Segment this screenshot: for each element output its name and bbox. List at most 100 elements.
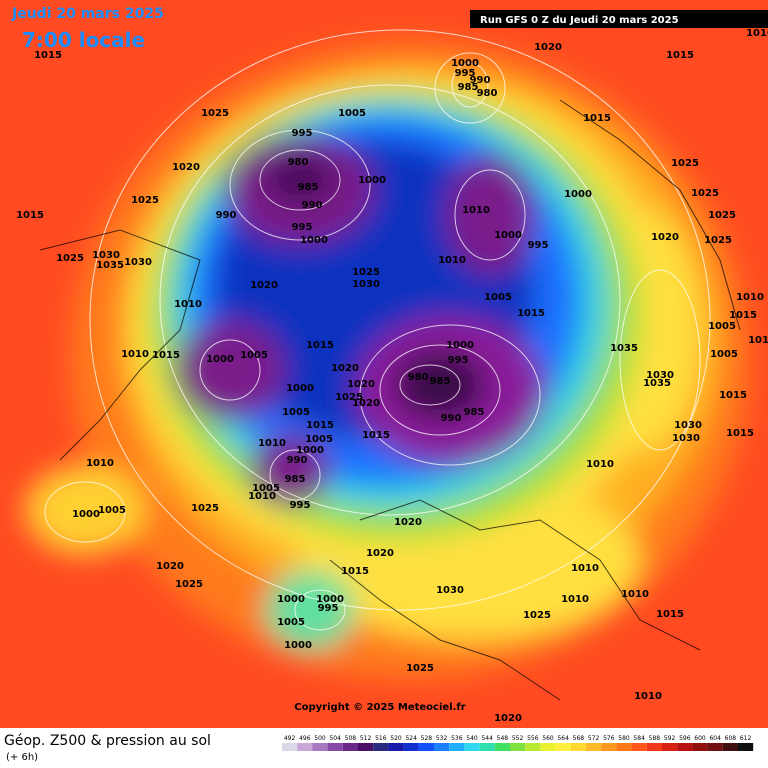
- isobar-label: 990: [302, 200, 323, 211]
- isobar-label: 1015: [666, 50, 694, 61]
- colorbar-cell: [601, 743, 617, 751]
- isobar-label: 1000: [316, 594, 344, 605]
- isobar-label: 1010: [248, 491, 276, 502]
- colorbar-cell: [722, 743, 738, 751]
- colorbar-cell: [418, 743, 434, 751]
- footer-lead: (+ 6h): [6, 752, 38, 763]
- isobar-label: 1020: [347, 379, 375, 390]
- isobar-label: 1000: [296, 445, 324, 456]
- isobar-label: 1025: [56, 253, 84, 264]
- colorbar-label: 548: [497, 735, 509, 742]
- isobar-label: 1025: [671, 158, 699, 169]
- isobar-label: 1010: [561, 594, 589, 605]
- colorbar-label: 504: [329, 735, 341, 742]
- isobar-label: 1015: [152, 350, 180, 361]
- colorbar-label: 568: [573, 735, 585, 742]
- isobar-label: 1000: [277, 594, 305, 605]
- colorbar-cell: [738, 743, 754, 751]
- isobar-label: 1010: [438, 255, 466, 266]
- colorbar-label: 520: [390, 735, 402, 742]
- colorbar-cell: [555, 743, 571, 751]
- colorbar-label: 512: [360, 735, 372, 742]
- colorbar-cell: [616, 743, 632, 751]
- isobar-label: 1015: [517, 308, 545, 319]
- isobar-label: 1000: [564, 189, 592, 200]
- footer-title: Géop. Z500 & pression au sol: [4, 733, 211, 749]
- isobar-label: 1025: [708, 210, 736, 221]
- colorbar-label: 540: [466, 735, 478, 742]
- isobar-label: 1025: [131, 195, 159, 206]
- isobar-label: 1000: [300, 235, 328, 246]
- colorbar-cell: [662, 743, 678, 751]
- isobar-label: 990: [441, 413, 462, 424]
- isobar-label: 1015: [719, 390, 747, 401]
- colorbar-label: 524: [405, 735, 417, 742]
- isobar-label: 1015: [726, 428, 754, 439]
- isobar-label: 1010: [746, 28, 768, 39]
- isobar-label: 995: [292, 222, 313, 233]
- isobar-label: 1010: [571, 563, 599, 574]
- isobar-label: 1035: [643, 378, 671, 389]
- isobar-label: 1035: [96, 260, 124, 271]
- colorbar-cell: [434, 743, 450, 751]
- isobar-label: 1005: [240, 350, 268, 361]
- isobar-label: 1015: [306, 340, 334, 351]
- isobar-label: 1025: [523, 610, 551, 621]
- isobar-label: 1025: [704, 235, 732, 246]
- isobar-label: 1000: [446, 340, 474, 351]
- colorbar-cell: [388, 743, 404, 751]
- isobar-label: 1000: [286, 383, 314, 394]
- isobar-label: 995: [290, 500, 311, 511]
- isobar-label: 1010: [258, 438, 286, 449]
- isobar-label: 1010: [736, 292, 764, 303]
- isobar-label: 1035: [610, 343, 638, 354]
- isobar-label: 1010: [174, 299, 202, 310]
- isobars: [44, 29, 711, 631]
- isobar-label: 1020: [172, 162, 200, 173]
- isobar-label: 1025: [335, 392, 363, 403]
- colorbar-cell: [586, 743, 602, 751]
- colorbar-label: 500: [314, 735, 326, 742]
- colorbar-label: 516: [375, 735, 387, 742]
- colorbar-label: 496: [299, 735, 311, 742]
- isobar-label: 995: [318, 603, 339, 614]
- colorbar-cell: [479, 743, 495, 751]
- isobar-label: 1005: [277, 617, 305, 628]
- isobar-label: 1000: [494, 230, 522, 241]
- isobar-label: 1015: [729, 310, 757, 321]
- isobar-label: 995: [292, 128, 313, 139]
- colorbar-label: 612: [740, 735, 752, 742]
- colorbar-cell: [646, 743, 662, 751]
- isobar-label: 980: [408, 372, 429, 383]
- isobar-label: 1020: [651, 232, 679, 243]
- isobar-label: 1020: [494, 713, 522, 724]
- isobar-label: 995: [448, 355, 469, 366]
- colorbar-cell: [570, 743, 586, 751]
- colorbar-cell: [494, 743, 510, 751]
- isobar-label: 1005: [252, 483, 280, 494]
- colorbar-cell: [631, 743, 647, 751]
- isobar-label: 1020: [250, 280, 278, 291]
- isobar-label: 980: [477, 88, 498, 99]
- colorbar-cell: [373, 743, 389, 751]
- coastlines: [39, 99, 741, 701]
- colorbar-label: 552: [512, 735, 524, 742]
- isobar-label: 1020: [534, 42, 562, 53]
- isobar-label: 1025: [201, 108, 229, 119]
- colorbar-cell: [403, 743, 419, 751]
- isobar-label: 1025: [175, 579, 203, 590]
- isobar-label: 1010: [86, 458, 114, 469]
- colorbar-cell: [510, 743, 526, 751]
- run-box: [470, 10, 768, 28]
- local-time: 7:00 locale: [22, 28, 145, 52]
- isobar-label: 1010: [586, 459, 614, 470]
- colorbar-label: 604: [709, 735, 721, 742]
- colorbar-label: 584: [633, 735, 645, 742]
- geopotential-field: [25, 40, 750, 680]
- colorbar-label: 580: [618, 735, 630, 742]
- isobar-label: 1025: [691, 188, 719, 199]
- colorbar-label: 556: [527, 735, 539, 742]
- copyright: Copyright © 2025 Meteociel.fr: [294, 702, 465, 713]
- colorbar-label: 508: [345, 735, 357, 742]
- colorbar-cell: [327, 743, 343, 751]
